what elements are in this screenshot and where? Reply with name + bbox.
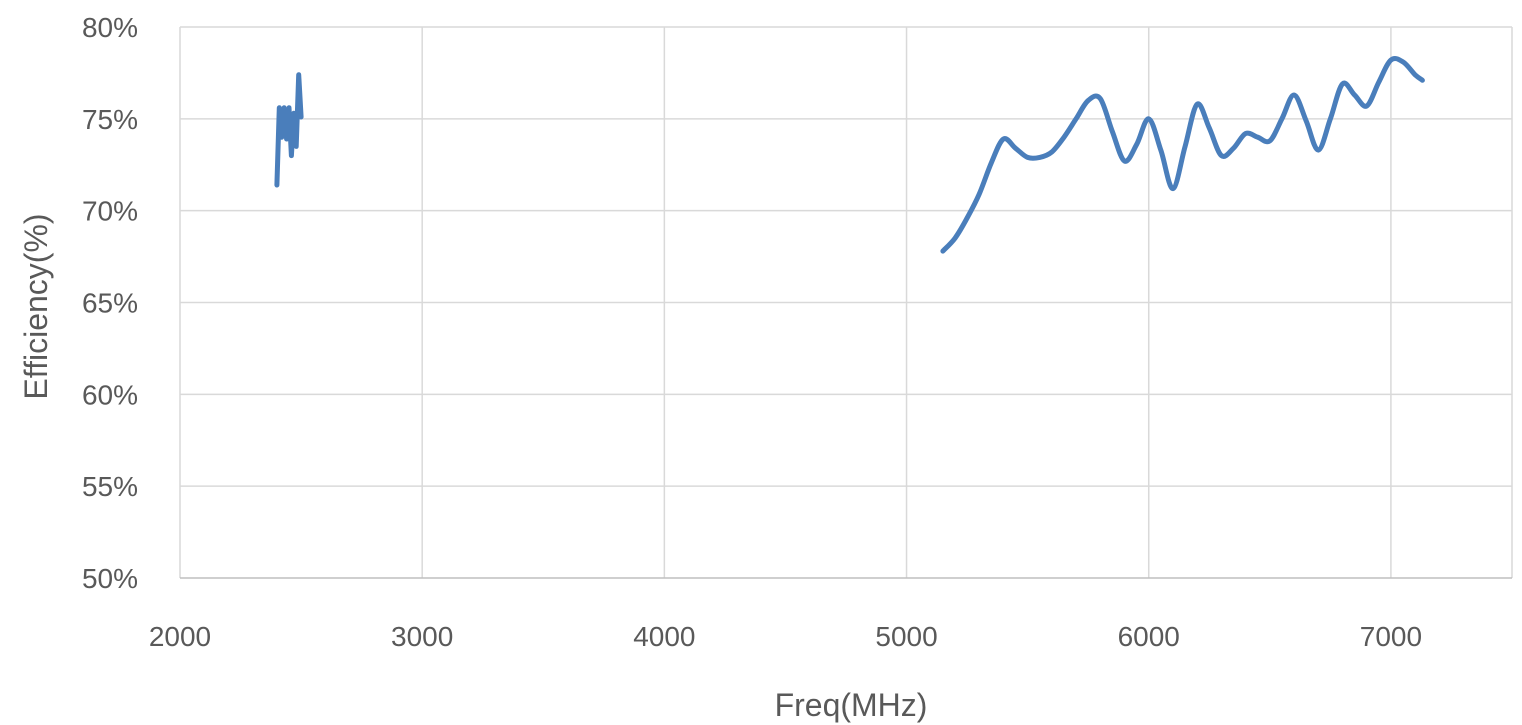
series-group <box>274 56 1425 254</box>
x-tick-label: 6000 <box>1118 621 1180 652</box>
x-tick-labels: 2000 3000 4000 5000 6000 7000 <box>149 621 1422 652</box>
series-line-1 <box>274 72 304 188</box>
y-tick-label: 65% <box>82 288 138 319</box>
x-tick-label: 5000 <box>875 621 937 652</box>
y-tick-label: 70% <box>82 196 138 227</box>
x-tick-label: 4000 <box>633 621 695 652</box>
x-tick-label: 7000 <box>1360 621 1422 652</box>
y-tick-label: 60% <box>82 379 138 410</box>
y-tick-labels: 50% 55% 60% 65% 70% 75% 80% <box>82 12 138 594</box>
horizontal-gridlines <box>180 26 1512 487</box>
x-axis-title: Freq(MHz) <box>775 687 928 723</box>
series-line-2 <box>940 56 1425 254</box>
x-tick-label: 2000 <box>149 621 211 652</box>
y-tick-label: 75% <box>82 104 138 135</box>
y-tick-label: 50% <box>82 563 138 594</box>
y-axis-title: Efficiency(%) <box>18 213 54 399</box>
y-tick-label: 80% <box>82 12 138 43</box>
y-tick-label: 55% <box>82 471 138 502</box>
x-tick-label: 3000 <box>391 621 453 652</box>
